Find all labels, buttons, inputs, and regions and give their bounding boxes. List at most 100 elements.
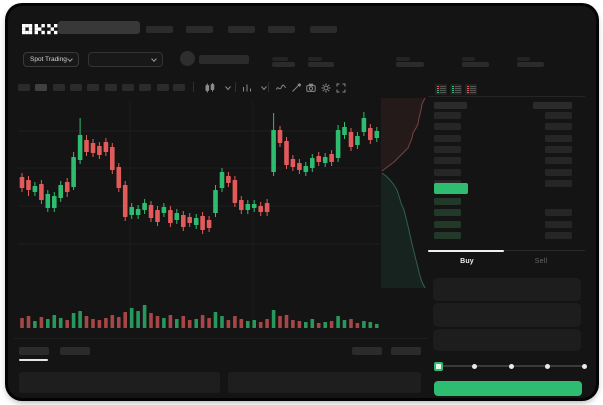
book-asks-icon[interactable] <box>465 84 477 95</box>
orderbook-header-price <box>434 102 467 109</box>
ask-amount-3 <box>545 146 572 153</box>
stat-label-4 <box>517 57 530 61</box>
timeframe-button-9[interactable] <box>173 84 185 91</box>
bid-price-2[interactable] <box>434 221 461 228</box>
market-type-label: Spot Trading <box>30 56 67 63</box>
stat-label-1 <box>308 57 322 61</box>
book-bids-icon[interactable] <box>450 84 462 95</box>
ask-price-1[interactable] <box>434 123 461 130</box>
bid-amount-1 <box>545 209 572 216</box>
timeframe-button-4[interactable] <box>87 84 99 91</box>
chevron-down-icon <box>151 55 157 62</box>
pair-selector-dropdown[interactable] <box>88 52 163 67</box>
ask-price-5[interactable] <box>434 169 461 176</box>
book-combined-icon[interactable] <box>435 84 447 95</box>
slider-stop-4[interactable] <box>581 363 587 369</box>
stat-value-4 <box>517 62 544 67</box>
chevron-down-icon[interactable] <box>258 81 270 93</box>
timeframe-button-7[interactable] <box>139 84 151 91</box>
ask-price-3[interactable] <box>434 146 461 153</box>
slider-stop-1[interactable] <box>472 363 477 369</box>
history-action-1[interactable] <box>391 347 421 355</box>
chevron-down-icon <box>67 55 73 62</box>
candle-type-icon[interactable] <box>204 81 216 93</box>
tab-buy[interactable]: Buy <box>460 258 474 265</box>
pair-name-placeholder <box>199 55 249 64</box>
stat-value-2 <box>396 62 424 67</box>
timeframe-button-5[interactable] <box>105 84 117 91</box>
slider-handle[interactable] <box>433 361 443 371</box>
app-window: Spot Trading Buy Sell <box>8 6 596 398</box>
bid-price-1[interactable] <box>434 209 461 216</box>
timeframe-button-1[interactable] <box>35 84 47 91</box>
stat-value-1 <box>308 62 334 67</box>
history-tab-underline <box>19 359 48 361</box>
orderbook-header-amount <box>533 102 572 109</box>
mode-icon-row <box>466 89 476 92</box>
ask-price-0[interactable] <box>434 112 461 119</box>
toolbar-divider <box>193 82 194 92</box>
market-type-dropdown[interactable]: Spot Trading <box>23 52 79 67</box>
nav-item-3[interactable] <box>268 26 295 33</box>
stat-label-3 <box>462 57 475 61</box>
history-action-0[interactable] <box>352 347 382 355</box>
okx-logo[interactable] <box>22 23 58 36</box>
nav-item-2[interactable] <box>228 26 255 33</box>
stat-label-0 <box>272 57 288 61</box>
order-field-0[interactable] <box>433 278 581 301</box>
order-field-1[interactable] <box>433 303 581 327</box>
orderbook-divider <box>428 96 585 97</box>
mode-icon-row <box>466 91 476 94</box>
ask-amount-6 <box>545 180 572 187</box>
toolbar-divider <box>235 82 236 92</box>
settings-icon[interactable] <box>320 81 332 93</box>
stat-value-0 <box>272 62 295 67</box>
okx-logo-glyph <box>22 24 58 35</box>
tab-sell[interactable]: Sell <box>534 258 548 265</box>
timeframe-button-3[interactable] <box>70 84 82 91</box>
timeframe-button-2[interactable] <box>53 84 65 91</box>
camera-icon[interactable] <box>305 81 317 93</box>
search-input[interactable] <box>58 21 140 34</box>
ask-price-2[interactable] <box>434 135 461 142</box>
mode-icon-row <box>466 85 476 88</box>
buy-submit-button[interactable] <box>434 381 582 396</box>
ask-amount-0 <box>545 112 572 119</box>
mode-icon-row <box>451 89 461 92</box>
bid-amount-2 <box>545 221 572 228</box>
last-price-bar[interactable] <box>434 183 468 194</box>
timeframe-button-8[interactable] <box>157 84 169 91</box>
chevron-down-icon[interactable] <box>222 81 234 93</box>
bottom-divider <box>14 338 428 339</box>
history-panel-1 <box>228 372 421 393</box>
indicators-icon[interactable] <box>241 81 253 93</box>
history-tab-1[interactable] <box>60 347 90 355</box>
bid-price-3[interactable] <box>434 232 461 239</box>
coin-avatar <box>180 51 195 66</box>
history-panel-0 <box>19 372 220 393</box>
mode-icon-row <box>451 91 461 94</box>
order-field-2[interactable] <box>433 329 581 351</box>
nav-item-0[interactable] <box>146 26 173 33</box>
nav-item-4[interactable] <box>310 26 337 33</box>
trade-tabs-divider <box>428 250 585 251</box>
ask-amount-4 <box>545 157 572 164</box>
nav-item-1[interactable] <box>186 26 213 33</box>
bid-amount-3 <box>545 232 572 239</box>
slider-stop-3[interactable] <box>545 363 550 369</box>
ask-price-4[interactable] <box>434 157 461 164</box>
history-tab-0[interactable] <box>19 347 49 355</box>
stat-label-2 <box>396 57 410 61</box>
ask-amount-2 <box>545 135 572 142</box>
mode-icon-row <box>436 85 446 88</box>
line-style-icon[interactable] <box>275 81 287 93</box>
stat-value-3 <box>462 62 489 67</box>
draw-icon[interactable] <box>290 81 302 93</box>
mode-icon-row <box>436 87 446 90</box>
timeframe-button-6[interactable] <box>122 84 134 91</box>
timeframe-button-0[interactable] <box>18 84 30 91</box>
slider-stop-2[interactable] <box>508 363 514 369</box>
fullscreen-icon[interactable] <box>335 81 347 93</box>
bid-price-0[interactable] <box>434 198 461 205</box>
mode-icon-row <box>451 85 461 88</box>
